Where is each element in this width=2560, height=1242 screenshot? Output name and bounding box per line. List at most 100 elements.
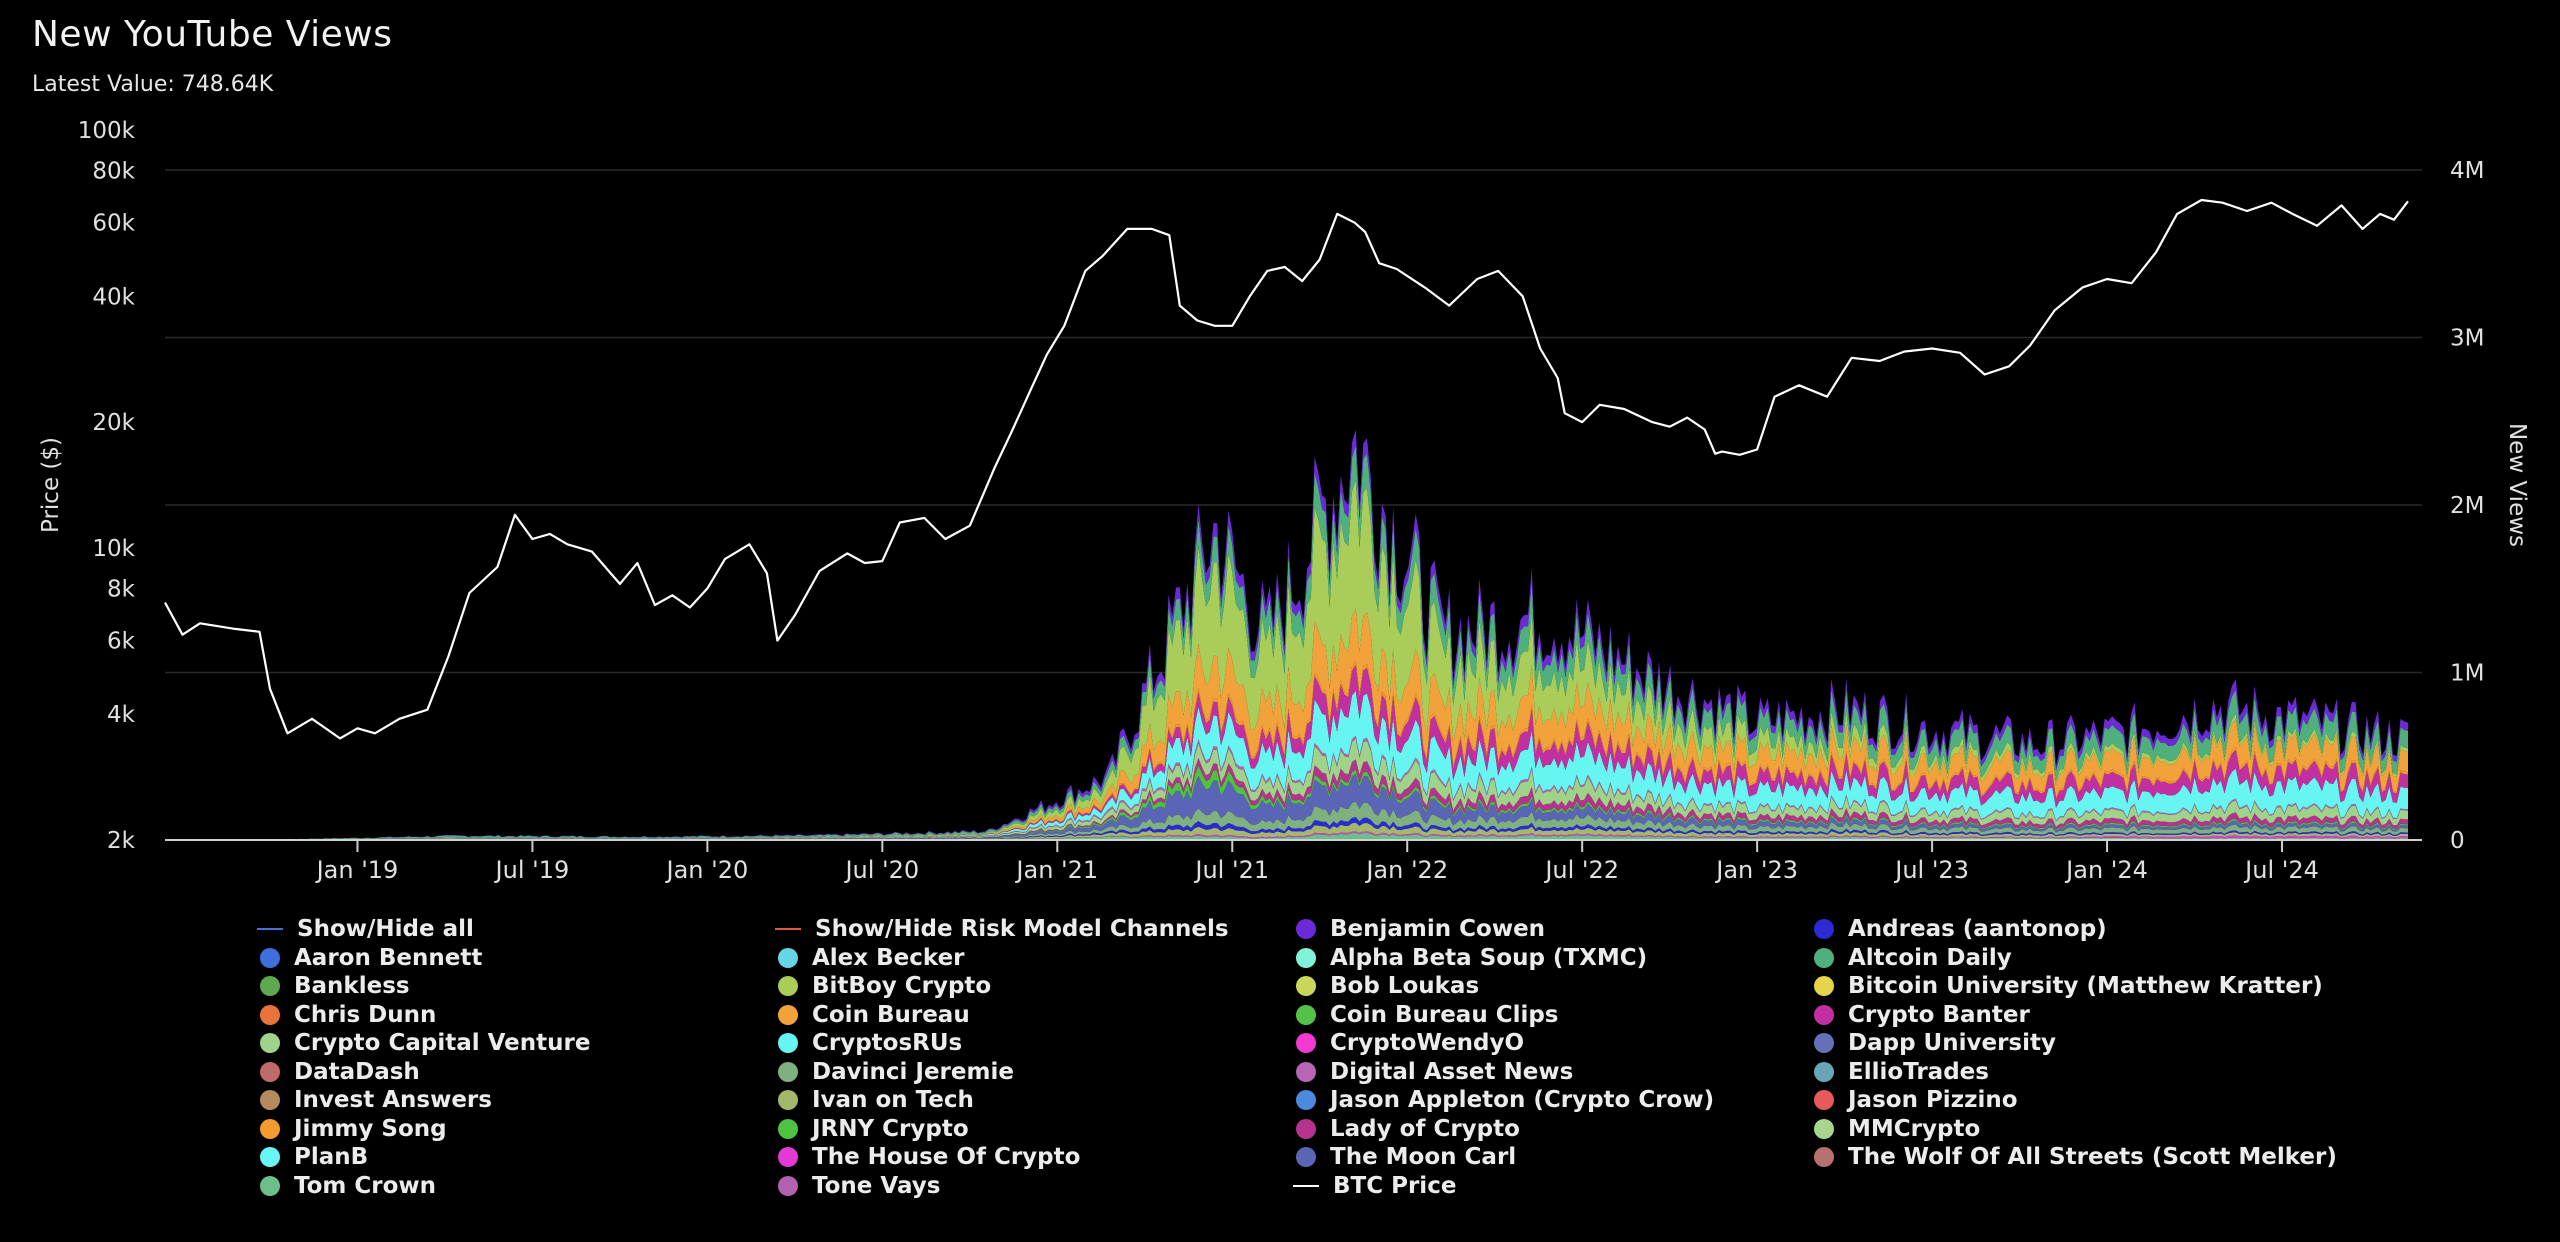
legend-dot-marker: [1814, 1033, 1834, 1054]
legend-item[interactable]: Andreas (aantonop): [1814, 915, 2374, 944]
legend-item[interactable]: Jason Appleton (Crypto Crow): [1296, 1086, 1814, 1115]
legend-label: The Moon Carl: [1330, 1144, 1517, 1171]
chart-svg: 0 1M 2M 3M 4M 2k 4k 6k 8k 10k 20k 40k 60k 80k 100k Pric…: [38, 118, 2530, 884]
legend-line-marker: [1293, 1184, 1319, 1187]
legend-line-marker: [775, 928, 801, 931]
legend-item[interactable]: Alex Becker: [778, 944, 1296, 973]
area-series: [165, 774, 2408, 840]
legend-item[interactable]: Digital Asset News: [1296, 1058, 1814, 1087]
legend-dot-marker: [1296, 919, 1316, 940]
legend-item[interactable]: Show/Hide Risk Model Channels: [775, 915, 1296, 944]
legend-label: Chris Dunn: [294, 1001, 437, 1028]
legend-dot-marker: [260, 1061, 280, 1082]
area-series: [165, 817, 2408, 840]
legend-item[interactable]: Invest Answers: [260, 1086, 778, 1115]
legend-item[interactable]: Crypto Capital Venture: [260, 1029, 778, 1058]
legend-label: Coin Bureau Clips: [1330, 1001, 1559, 1028]
legend-item[interactable]: Bob Loukas: [1296, 972, 1814, 1001]
legend-item[interactable]: The Moon Carl: [1296, 1143, 1814, 1172]
legend-item[interactable]: The Wolf Of All Streets (Scott Melker): [1814, 1143, 2374, 1172]
legend-label: EllioTrades: [1848, 1058, 1989, 1085]
legend-dot-marker: [1814, 919, 1834, 940]
legend-item[interactable]: The House Of Crypto: [778, 1143, 1296, 1172]
legend-dot-marker: [778, 1147, 798, 1168]
legend-label: Show/Hide all: [297, 916, 474, 943]
legend-label: Jason Pizzino: [1848, 1087, 2018, 1114]
legend-label: Dapp University: [1848, 1030, 2056, 1057]
legend-item[interactable]: Jason Pizzino: [1814, 1086, 2374, 1115]
legend-label: MMCrypto: [1848, 1115, 1981, 1142]
right-tick-label: 3M: [2450, 326, 2484, 352]
legend-item[interactable]: PlanB: [260, 1143, 778, 1172]
legend-item[interactable]: Show/Hide all: [257, 915, 778, 944]
left-axis-title: Price ($): [38, 437, 64, 533]
stacked-areas: [165, 429, 2408, 840]
legend-dot-marker: [260, 947, 280, 968]
legend-label: The House Of Crypto: [812, 1144, 1081, 1171]
legend-item[interactable]: Ivan on Tech: [778, 1086, 1296, 1115]
legend-item[interactable]: Coin Bureau: [778, 1001, 1296, 1030]
legend-item[interactable]: BTC Price: [1293, 1172, 1814, 1201]
area-series: [165, 608, 2408, 840]
legend-item[interactable]: MMCrypto: [1814, 1115, 2374, 1144]
left-tick-label: 8k: [107, 576, 136, 602]
legend-item[interactable]: Benjamin Cowen: [1296, 915, 1814, 944]
legend-dot-marker: [778, 1061, 798, 1082]
legend-item[interactable]: Altcoin Daily: [1814, 944, 2374, 973]
legend-item[interactable]: Alpha Beta Soup (TXMC): [1296, 944, 1814, 973]
x-tick-label: Jan '20: [664, 856, 748, 884]
legend-label: Tone Vays: [812, 1172, 941, 1199]
left-tick-label: 4k: [107, 702, 136, 728]
area-series: [165, 479, 2408, 840]
legend-dot-marker: [260, 1033, 280, 1054]
legend-label: Andreas (aantonop): [1848, 916, 2107, 943]
legend-item[interactable]: CryptoWendyO: [1296, 1029, 1814, 1058]
legend-dot-marker: [260, 1004, 280, 1025]
legend-label: Aaron Bennett: [294, 944, 483, 971]
legend-label: Crypto Banter: [1848, 1001, 2030, 1028]
legend-item[interactable]: Crypto Banter: [1814, 1001, 2374, 1030]
legend-label: DataDash: [294, 1058, 420, 1085]
legend-dot-marker: [778, 947, 798, 968]
left-tick-label: 10k: [92, 536, 135, 562]
x-tick-label: Jul '22: [1543, 856, 1619, 884]
legend-item[interactable]: Chris Dunn: [260, 1001, 778, 1030]
legend-label: Alpha Beta Soup (TXMC): [1330, 944, 1648, 971]
legend-item[interactable]: Aaron Bennett: [260, 944, 778, 973]
legend-label: Benjamin Cowen: [1330, 916, 1546, 943]
area-series: [165, 690, 2408, 840]
legend-label: The Wolf Of All Streets (Scott Melker): [1848, 1144, 2337, 1171]
legend-item[interactable]: EllioTrades: [1814, 1058, 2374, 1087]
legend-dot-marker: [1296, 947, 1316, 968]
area-series: [165, 832, 2408, 840]
x-tick-label: Jan '21: [1014, 856, 1098, 884]
x-tick-label: Jul '20: [843, 856, 919, 884]
legend-item[interactable]: DataDash: [260, 1058, 778, 1087]
legend-dot-marker: [1296, 1147, 1316, 1168]
legend-item[interactable]: Dapp University: [1814, 1029, 2374, 1058]
legend-label: BTC Price: [1333, 1172, 1457, 1199]
legend-label: Crypto Capital Venture: [294, 1030, 591, 1057]
left-tick-label: 100k: [78, 118, 136, 144]
legend-item[interactable]: BitBoy Crypto: [778, 972, 1296, 1001]
legend-item[interactable]: Davinci Jeremie: [778, 1058, 1296, 1087]
legend-item[interactable]: Jimmy Song: [260, 1115, 778, 1144]
legend-item[interactable]: Bitcoin University (Matthew Kratter): [1814, 972, 2374, 1001]
legend-label: Bob Loukas: [1330, 973, 1480, 1000]
legend-item[interactable]: Coin Bureau Clips: [1296, 1001, 1814, 1030]
x-tick-label: Jul '24: [2243, 856, 2319, 884]
legend-item[interactable]: Lady of Crypto: [1296, 1115, 1814, 1144]
legend-item[interactable]: CryptosRUs: [778, 1029, 1296, 1058]
right-tick-label: 1M: [2450, 661, 2484, 687]
legend-dot-marker: [1296, 1090, 1316, 1111]
legend-item[interactable]: Tone Vays: [778, 1172, 1296, 1201]
x-tick-label: Jan '19: [315, 856, 399, 884]
legend-label: CryptoWendyO: [1330, 1030, 1525, 1057]
right-tick-label: 4M: [2450, 158, 2484, 184]
legend-item[interactable]: JRNY Crypto: [778, 1115, 1296, 1144]
legend-dot-marker: [1296, 976, 1316, 997]
legend-item[interactable]: Bankless: [260, 972, 778, 1001]
legend-item[interactable]: Tom Crown: [260, 1172, 778, 1201]
legend-label: Lady of Crypto: [1330, 1115, 1520, 1142]
right-tick-label: 0: [2450, 828, 2465, 854]
